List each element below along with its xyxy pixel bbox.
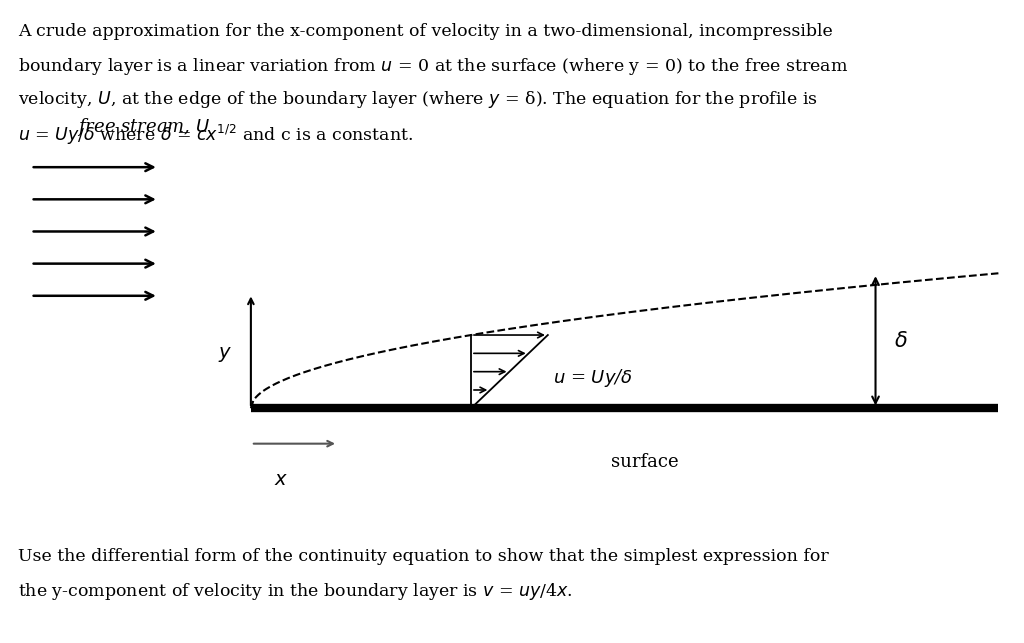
Text: $x$: $x$	[274, 471, 289, 489]
Text: $δ$: $δ$	[894, 331, 907, 351]
Text: boundary layer is a linear variation from $u$ = 0 at the surface (where y = 0) t: boundary layer is a linear variation fro…	[18, 56, 849, 77]
Text: $y$: $y$	[218, 345, 232, 364]
Text: $u$ = $Uy$/$δ$: $u$ = $Uy$/$δ$	[553, 367, 633, 388]
Text: Use the differential form of the continuity equation to show that the simplest e: Use the differential form of the continu…	[18, 548, 829, 565]
Text: the y-component of velocity in the boundary layer is $v$ = $uy$/4$x$.: the y-component of velocity in the bound…	[18, 581, 573, 602]
Text: velocity, $U$, at the edge of the boundary layer (where $y$ = δ). The equation f: velocity, $U$, at the edge of the bounda…	[18, 89, 818, 111]
Text: surface: surface	[611, 453, 679, 471]
Text: A crude approximation for the x-component of velocity in a two-dimensional, inco: A crude approximation for the x-componen…	[18, 23, 834, 39]
Text: $u$ = $Uy$/$δ$ where $δ$ = $cx^{1/2}$ and c is a constant.: $u$ = $Uy$/$δ$ where $δ$ = $cx^{1/2}$ an…	[18, 123, 414, 147]
Text: free stream, $U$: free stream, $U$	[77, 116, 210, 138]
